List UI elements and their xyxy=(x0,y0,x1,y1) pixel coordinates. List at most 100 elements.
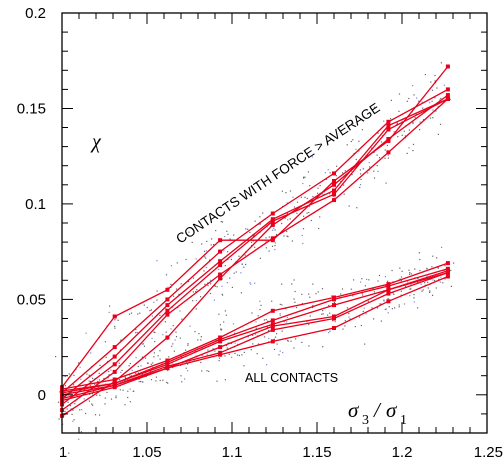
scatter-point xyxy=(289,218,291,220)
scatter-point xyxy=(301,234,303,237)
series-marker xyxy=(445,274,450,279)
scatter-point xyxy=(293,279,295,281)
scatter-point xyxy=(296,212,298,214)
scatter-point xyxy=(444,265,446,267)
scatter-point xyxy=(153,301,155,303)
scatter-point xyxy=(408,97,410,100)
scatter-point xyxy=(282,351,284,354)
scatter-point xyxy=(403,303,406,305)
series-marker xyxy=(218,339,223,344)
scatter-point xyxy=(137,365,139,368)
scatter-point xyxy=(216,286,218,288)
scatter-point xyxy=(236,354,239,356)
scatter-point xyxy=(104,341,106,343)
scatter-point xyxy=(312,305,314,307)
scatter-point xyxy=(424,282,426,284)
scatter-point xyxy=(406,281,409,283)
scatter-point xyxy=(363,307,365,309)
scatter-point xyxy=(224,379,226,381)
scatter-point xyxy=(201,354,203,356)
scatter-point xyxy=(398,93,401,95)
scatter-point xyxy=(427,287,429,289)
scatter-point xyxy=(346,307,349,309)
series-marker xyxy=(445,270,450,275)
scatter-point xyxy=(117,319,119,321)
scatter-point xyxy=(88,380,90,382)
scatter-point xyxy=(170,283,172,285)
series-marker xyxy=(332,171,336,176)
scatter-point xyxy=(135,357,137,359)
series-marker xyxy=(445,87,450,92)
scatter-point xyxy=(380,320,382,322)
scatter-point xyxy=(179,337,181,339)
scatter-point xyxy=(184,378,186,380)
scatter-point xyxy=(336,165,338,167)
scatter-point xyxy=(308,205,310,207)
scatter-point xyxy=(387,154,389,156)
scatter-point xyxy=(419,270,421,272)
scatter-point xyxy=(378,157,381,159)
scatter-point xyxy=(218,357,221,359)
scatter-point xyxy=(243,266,245,268)
scatter-point xyxy=(437,133,439,135)
scatter-point xyxy=(173,295,175,297)
scatter-point xyxy=(275,234,278,236)
scatter-point xyxy=(293,347,295,349)
scatter-point xyxy=(259,300,261,302)
scatter-point xyxy=(99,414,101,416)
x-axis-label-sigma-numerator: σ xyxy=(348,398,360,422)
scatter-point xyxy=(227,342,229,344)
scatter-point xyxy=(107,377,109,379)
scatter-point xyxy=(383,299,385,301)
scatter-point xyxy=(130,312,133,314)
series-marker xyxy=(218,345,223,350)
scatter-point xyxy=(333,301,335,304)
scatter-point xyxy=(432,294,434,296)
scatter-point xyxy=(301,341,303,343)
scatter-point xyxy=(245,263,247,266)
scatter-point xyxy=(139,312,141,314)
series-marker xyxy=(270,211,275,216)
x-tick-label: 1.05 xyxy=(132,444,161,461)
series-marker xyxy=(332,326,336,330)
y-tick-label: 0.15 xyxy=(17,101,46,118)
x-tick-label: 1.2 xyxy=(392,444,413,461)
scatter-point xyxy=(416,97,418,99)
scatter-point xyxy=(450,285,452,287)
scatter-point xyxy=(352,122,354,124)
scatter-point xyxy=(360,324,362,327)
scatter-point xyxy=(321,193,323,195)
scatter-point xyxy=(106,391,108,393)
scatter-point xyxy=(268,236,270,238)
scatter-point xyxy=(165,274,168,276)
scatter-point xyxy=(293,206,296,208)
scatter-point xyxy=(114,327,116,329)
scatter-point xyxy=(344,325,346,327)
scatter-point xyxy=(319,185,321,187)
scatter-point xyxy=(201,370,203,372)
scatter-point xyxy=(393,293,395,295)
scatter-point xyxy=(387,312,389,314)
scatter-point xyxy=(348,205,350,207)
x-axis-label-sigma-denominator: σ xyxy=(386,398,398,422)
y-tick-label: 0.2 xyxy=(25,5,46,22)
scatter-point xyxy=(322,310,324,312)
scatter-point xyxy=(233,272,235,274)
x-tick-label: 1.25 xyxy=(474,444,503,461)
scatter-point xyxy=(70,408,72,410)
scatter-point xyxy=(94,383,96,385)
scatter-point xyxy=(154,341,156,343)
scatter-point xyxy=(364,343,366,345)
scatter-point xyxy=(57,401,60,403)
scatter-point xyxy=(286,230,288,233)
scatter-point xyxy=(150,379,153,381)
scatter-point xyxy=(238,255,240,257)
scatter-point xyxy=(309,185,311,187)
scatter-point xyxy=(156,260,158,262)
scatter-point xyxy=(353,279,355,281)
series-marker xyxy=(386,284,391,288)
scatter-point xyxy=(192,277,195,279)
scatter-point xyxy=(308,211,310,214)
scatter-point xyxy=(437,266,439,268)
